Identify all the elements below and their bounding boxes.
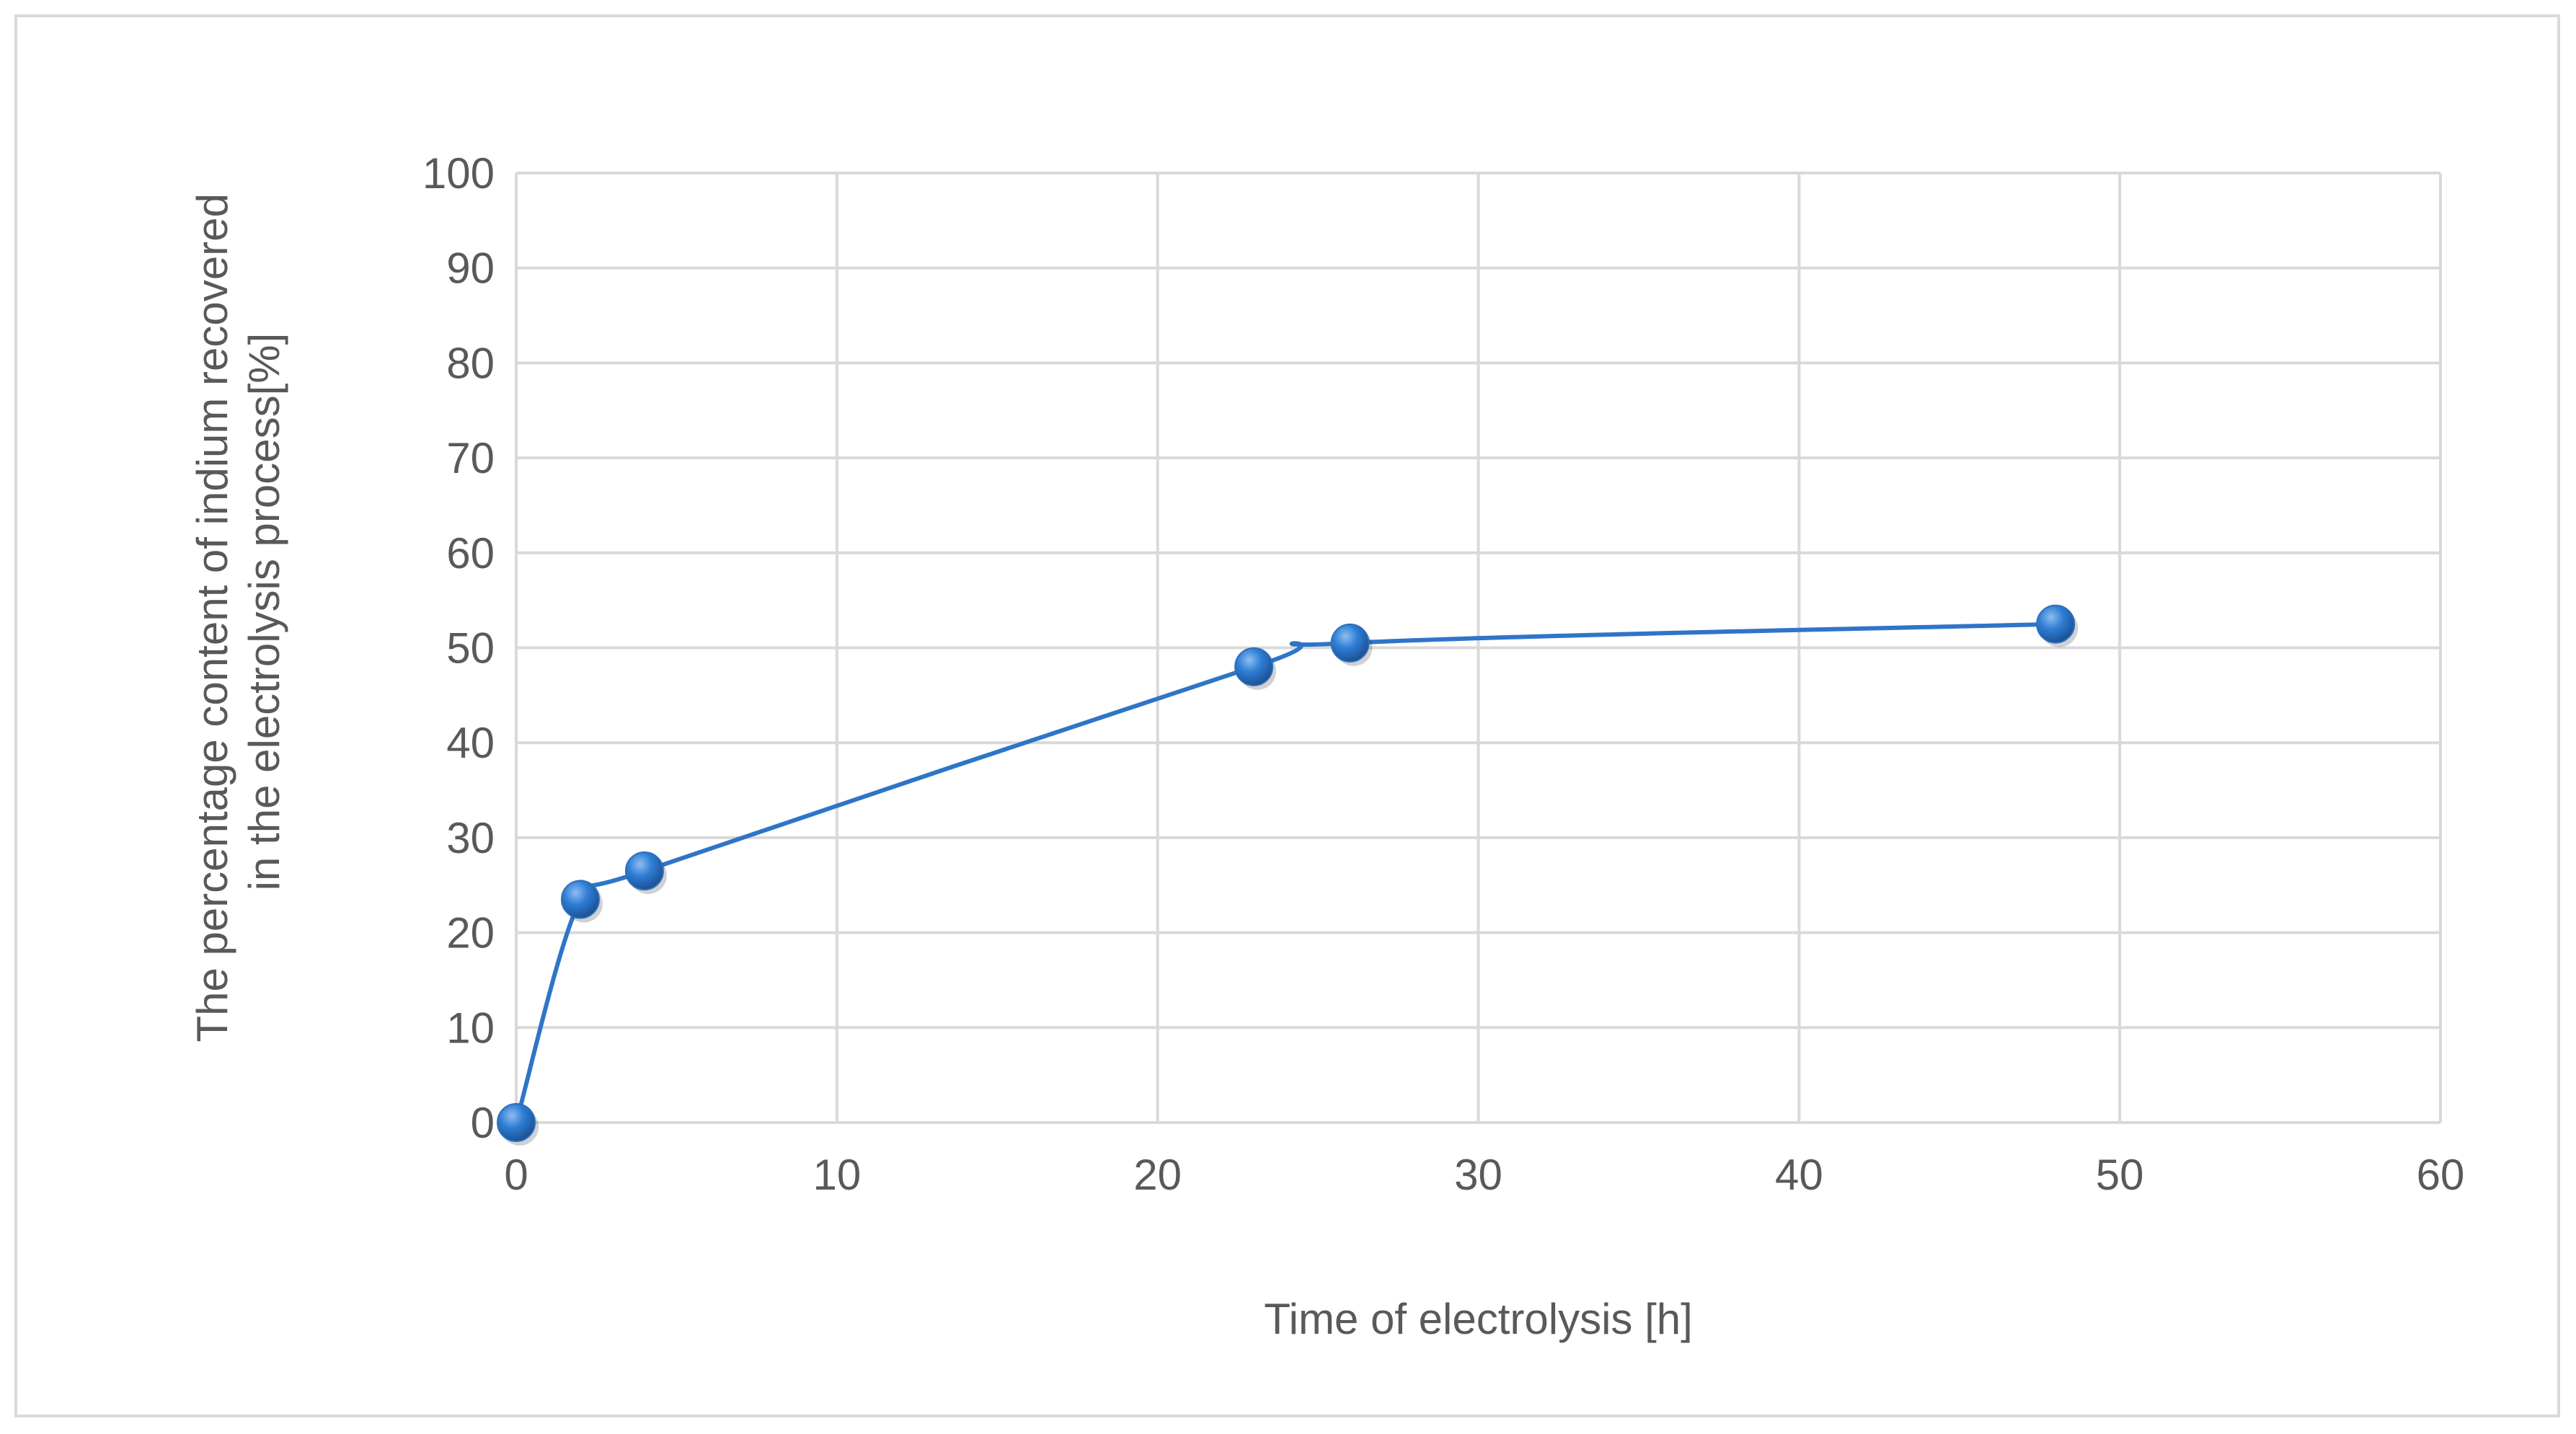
data-point xyxy=(624,851,664,890)
data-point xyxy=(1330,623,1370,663)
y-tick-label: 60 xyxy=(446,529,495,577)
y-axis-title-line-1: The percentage content of indium recover… xyxy=(188,193,236,1042)
x-tick-label: 0 xyxy=(504,1151,528,1199)
y-tick-label: 80 xyxy=(446,339,495,387)
y-axis-title: The percentage content of indium recover… xyxy=(188,181,288,1042)
x-tick-label: 30 xyxy=(1454,1151,1502,1199)
y-tick-label: 100 xyxy=(422,149,495,198)
y-tick-label: 50 xyxy=(446,624,495,673)
series-line xyxy=(514,621,2056,1123)
data-point xyxy=(497,1103,536,1142)
chart-frame xyxy=(14,14,2560,1417)
y-tick-label: 10 xyxy=(446,1004,495,1052)
tick-layer: 0 10 20 30 40 50 60 70 80 90 100 0 10 20 30 40 50 60 xyxy=(422,149,2464,1199)
y-tick-label: 90 xyxy=(446,244,495,293)
x-tick-label: 40 xyxy=(1775,1151,1823,1199)
x-tick-label: 10 xyxy=(813,1151,861,1199)
data-point xyxy=(560,880,600,919)
marker-layer xyxy=(497,604,2079,1146)
series-layer xyxy=(514,621,2056,1123)
x-tick-label: 50 xyxy=(2096,1151,2144,1199)
data-point xyxy=(1234,647,1274,686)
x-tick-label: 60 xyxy=(2417,1151,2465,1199)
y-tick-label: 20 xyxy=(446,909,495,957)
y-tick-label: 30 xyxy=(446,814,495,862)
y-tick-label: 70 xyxy=(446,434,495,482)
x-axis-title: Time of electrolysis [h] xyxy=(1264,1295,1693,1343)
grid-layer xyxy=(515,172,2442,1124)
x-tick-label: 20 xyxy=(1133,1151,1182,1199)
y-tick-label: 0 xyxy=(471,1099,495,1147)
data-point xyxy=(2036,604,2076,644)
y-tick-label: 40 xyxy=(446,719,495,767)
y-axis-title-line-2: in the electrolysis process[%] xyxy=(240,333,288,891)
